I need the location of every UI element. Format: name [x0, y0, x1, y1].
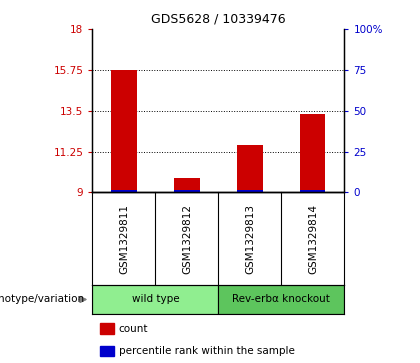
- Text: wild type: wild type: [131, 294, 179, 305]
- Text: GSM1329812: GSM1329812: [182, 204, 192, 274]
- Bar: [237, 145, 262, 192]
- Bar: [174, 190, 199, 192]
- Bar: [92, 285, 218, 314]
- Text: GSM1329813: GSM1329813: [245, 204, 255, 274]
- Text: GSM1329814: GSM1329814: [308, 204, 318, 274]
- Text: percentile rank within the sample: percentile rank within the sample: [119, 346, 295, 356]
- Text: count: count: [119, 324, 148, 334]
- Bar: [300, 190, 326, 192]
- Bar: [100, 323, 114, 334]
- Bar: [111, 190, 136, 192]
- Bar: [300, 114, 326, 192]
- Text: GSM1329811: GSM1329811: [119, 204, 129, 274]
- Title: GDS5628 / 10339476: GDS5628 / 10339476: [151, 12, 286, 25]
- Bar: [100, 346, 114, 356]
- Text: Rev-erbα knockout: Rev-erbα knockout: [232, 294, 331, 305]
- Text: genotype/variation: genotype/variation: [0, 294, 84, 305]
- Bar: [174, 178, 199, 192]
- Bar: [111, 70, 136, 192]
- Bar: [218, 285, 344, 314]
- Bar: [237, 190, 262, 192]
